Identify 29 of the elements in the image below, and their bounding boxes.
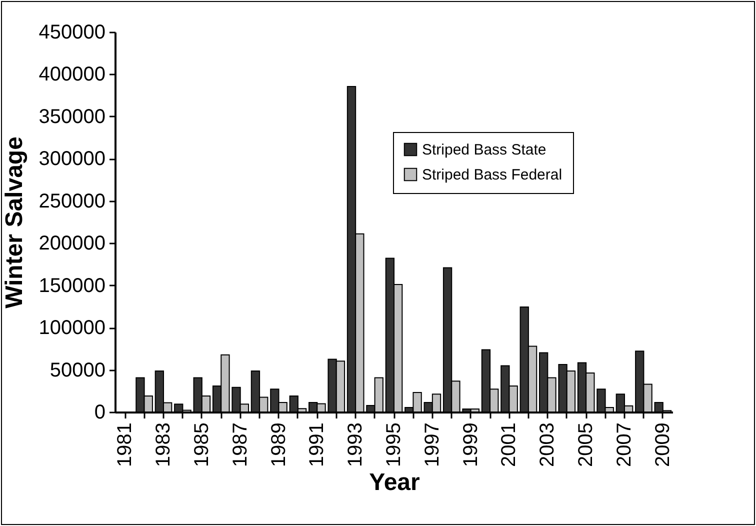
- y-tick-label: 300000: [38, 148, 106, 170]
- y-tick-label: 200000: [38, 232, 106, 255]
- x-tick-label: 2009: [652, 422, 674, 467]
- x-axis-title: Year: [369, 468, 420, 496]
- x-tick-label: 1993: [344, 422, 367, 467]
- y-tick-label: 50000: [50, 359, 106, 382]
- y-tick-label: 100000: [38, 317, 106, 340]
- x-tick-label: 1985: [190, 422, 213, 467]
- x-tick-label: 2003: [536, 422, 559, 467]
- x-tick-label: 2007: [614, 422, 636, 467]
- y-tick-label: 150000: [38, 274, 106, 297]
- legend-label: Striped Bass State: [422, 142, 546, 158]
- legend-label: Striped Bass Federal: [422, 166, 562, 184]
- x-tick-label: 2005: [575, 422, 598, 467]
- y-axis-title: Winter Salvage: [0, 136, 28, 308]
- x-tick-label: 1981: [114, 422, 136, 467]
- y-tick-label: 250000: [38, 190, 106, 212]
- x-tick-label: 1999: [460, 422, 482, 467]
- x-tick-label: 1995: [383, 422, 405, 467]
- y-tick-label: 0: [94, 402, 106, 424]
- x-tick-label: 1997: [421, 422, 444, 467]
- y-tick-label: 450000: [38, 22, 106, 44]
- x-tick-label: 1991: [306, 422, 328, 467]
- x-tick-label: 1989: [268, 422, 290, 467]
- x-tick-label: 1983: [152, 422, 174, 467]
- y-tick-label: 400000: [38, 64, 106, 86]
- y-tick-label: 350000: [38, 106, 106, 128]
- x-tick-label: 2001: [498, 422, 520, 467]
- x-tick-label: 1987: [229, 422, 252, 467]
